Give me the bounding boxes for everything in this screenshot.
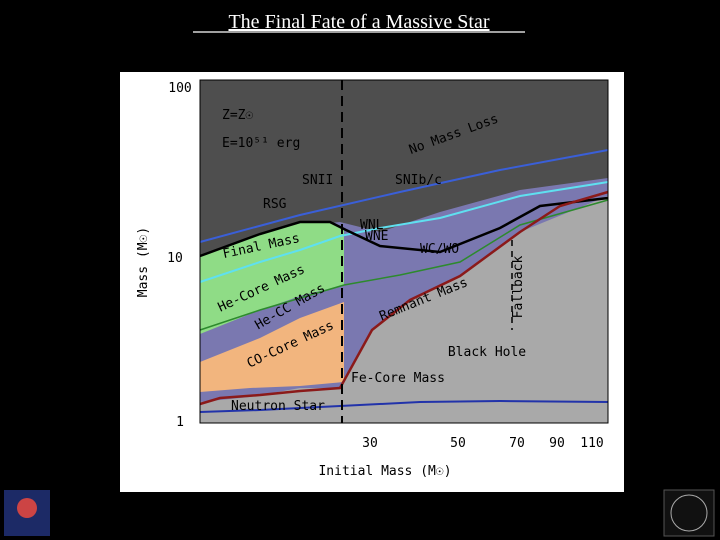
logo-left-mark — [17, 498, 37, 518]
logo-right — [663, 489, 715, 537]
x-tick-label: 110 — [580, 436, 603, 451]
annotation: Z=Z☉ — [222, 108, 253, 123]
line-fe-core — [199, 399, 609, 413]
annotation: SNII — [302, 173, 333, 188]
line-co-core — [199, 199, 609, 331]
annotation: WNL — [360, 218, 384, 233]
x-axis-label: Initial Mass (M☉) — [318, 464, 451, 479]
line-final-mass — [199, 196, 609, 258]
y-tick-label: 10 — [167, 251, 183, 266]
annotation: RSG — [263, 197, 287, 212]
y-axis-label: Mass (M☉) — [136, 227, 151, 297]
annotation: WC/WO — [420, 242, 459, 257]
annotation: Neutron Star — [231, 399, 325, 414]
x-tick-label: 90 — [549, 436, 565, 451]
x-tick-label: 30 — [362, 436, 378, 451]
annotation: Fe-Core Mass — [351, 371, 445, 386]
y-tick-label: 100 — [168, 81, 191, 96]
annotation: Black Hole — [448, 345, 526, 360]
y-tick-label: 1 — [176, 415, 184, 430]
plot — [199, 79, 609, 424]
annotation: E=10⁵¹ erg — [222, 136, 300, 151]
x-tick-label: 50 — [450, 436, 466, 451]
slide-title: The Final Fate of a Massive Star — [228, 11, 489, 33]
annotation: WNE — [365, 229, 388, 244]
line-remnant — [199, 190, 609, 406]
annotation: Fallback — [511, 256, 526, 319]
logo-right-box — [663, 489, 715, 537]
annotation: SNIb/c — [395, 173, 442, 188]
line-he-core — [199, 181, 609, 283]
line-no-mass-loss — [199, 149, 609, 243]
region-orange — [200, 302, 344, 392]
logo-right-mark — [670, 494, 708, 532]
region-black-hole — [200, 196, 608, 423]
plot-frame — [199, 79, 609, 424]
logo-left — [4, 490, 50, 536]
x-tick-label: 70 — [509, 436, 525, 451]
region-green — [200, 222, 344, 334]
